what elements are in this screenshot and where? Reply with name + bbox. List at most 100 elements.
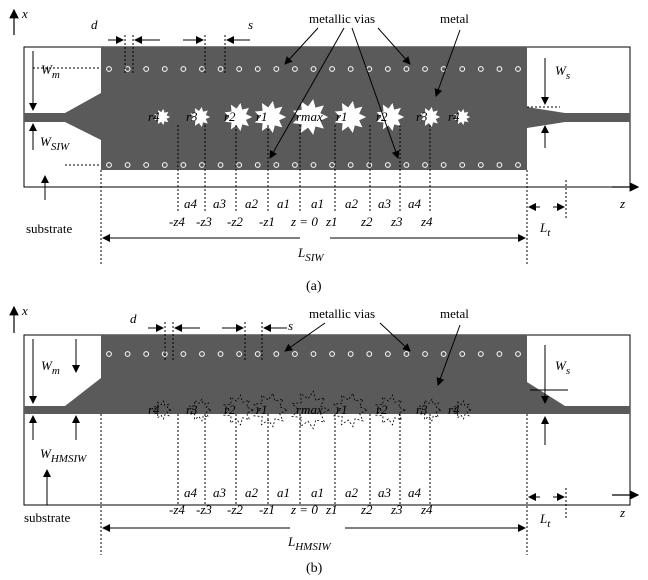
z-label: z4 <box>420 502 433 517</box>
via <box>255 67 260 72</box>
d-label: d <box>91 17 98 32</box>
z-label: -z2 <box>227 214 243 229</box>
via <box>218 67 223 72</box>
via <box>330 352 335 357</box>
z-label: -z1 <box>259 502 275 517</box>
via <box>385 67 390 72</box>
via <box>348 352 353 357</box>
radius-label: rmax <box>296 109 323 124</box>
via <box>497 163 502 168</box>
via <box>293 67 298 72</box>
a-label: a3 <box>213 485 227 500</box>
via <box>162 163 167 168</box>
a-label: a1 <box>277 485 290 500</box>
radius-label: r1 <box>256 109 268 124</box>
via <box>367 352 372 357</box>
radius-label: r2 <box>224 109 236 124</box>
z-label: -z4 <box>169 214 185 229</box>
z-label: z1 <box>325 502 338 517</box>
metallic-vias-label: metallic vias <box>309 11 375 26</box>
via <box>497 352 502 357</box>
metallic-vias-label-b: metallic vias <box>309 306 375 321</box>
via <box>330 163 335 168</box>
via <box>441 163 446 168</box>
a-label: a2 <box>245 485 259 500</box>
via <box>237 67 242 72</box>
l-siw-label: LSIW <box>297 245 324 264</box>
x-axis-label-b: x <box>21 303 28 318</box>
via <box>497 67 502 72</box>
via <box>237 163 242 168</box>
via <box>274 352 279 357</box>
z-axis-label-b: z <box>619 505 625 520</box>
a-label: a4 <box>408 196 422 211</box>
via <box>144 163 149 168</box>
via <box>144 352 149 357</box>
via <box>367 163 372 168</box>
via <box>460 163 465 168</box>
caption-a: (a) <box>306 279 322 294</box>
radius-label: r2 <box>376 109 388 124</box>
via <box>255 163 260 168</box>
via <box>516 163 521 168</box>
a-label: a3 <box>378 196 392 211</box>
s-label-b: s <box>288 318 293 333</box>
a-label: a1 <box>311 485 324 500</box>
via <box>404 67 409 72</box>
via <box>274 163 279 168</box>
via <box>423 163 428 168</box>
s-label: s <box>248 17 253 32</box>
a-label: a3 <box>213 196 227 211</box>
radius-label: r2 <box>376 402 388 417</box>
via <box>478 67 483 72</box>
via <box>237 352 242 357</box>
z-label: z3 <box>390 502 403 517</box>
via <box>218 163 223 168</box>
a-label: a2 <box>345 485 359 500</box>
via <box>274 67 279 72</box>
via <box>330 67 335 72</box>
a-label: a2 <box>245 196 259 211</box>
z-label: -z1 <box>259 214 275 229</box>
via <box>311 67 316 72</box>
via <box>125 67 130 72</box>
radius-label: r1 <box>256 402 268 417</box>
substrate-label-b: substrate <box>24 510 70 525</box>
radius-label: r1 <box>336 109 348 124</box>
via <box>218 352 223 357</box>
radius-label: r3 <box>186 402 198 417</box>
a-label: a3 <box>378 485 392 500</box>
z-label: z4 <box>420 214 433 229</box>
a-label: a4 <box>408 485 422 500</box>
radius-label: r2 <box>224 402 236 417</box>
radius-label: r4 <box>148 109 160 124</box>
via <box>181 163 186 168</box>
z-label: -z2 <box>227 502 243 517</box>
radius-label: r3 <box>416 109 428 124</box>
via <box>385 352 390 357</box>
radius-label: r3 <box>186 109 198 124</box>
z-label: z2 <box>360 502 373 517</box>
lt-label-b: Lt <box>539 511 551 530</box>
lt-label: Lt <box>539 220 551 239</box>
z-label: z = 0 <box>290 502 318 517</box>
z-label: -z4 <box>169 502 185 517</box>
radius-label: r1 <box>336 402 348 417</box>
via <box>404 352 409 357</box>
via <box>385 163 390 168</box>
via <box>311 163 316 168</box>
via <box>255 352 260 357</box>
caption-b: (b) <box>306 561 323 576</box>
a-label: a1 <box>277 196 290 211</box>
l-hmsiw-label: LHMSIW <box>287 534 332 553</box>
radius-label: r4 <box>448 402 460 417</box>
via <box>516 67 521 72</box>
via <box>516 352 521 357</box>
substrate-label: substrate <box>26 221 72 236</box>
via <box>423 352 428 357</box>
radius-label: r3 <box>416 402 428 417</box>
via <box>200 67 205 72</box>
via <box>348 163 353 168</box>
d-label-b: d <box>130 311 137 326</box>
via <box>348 67 353 72</box>
